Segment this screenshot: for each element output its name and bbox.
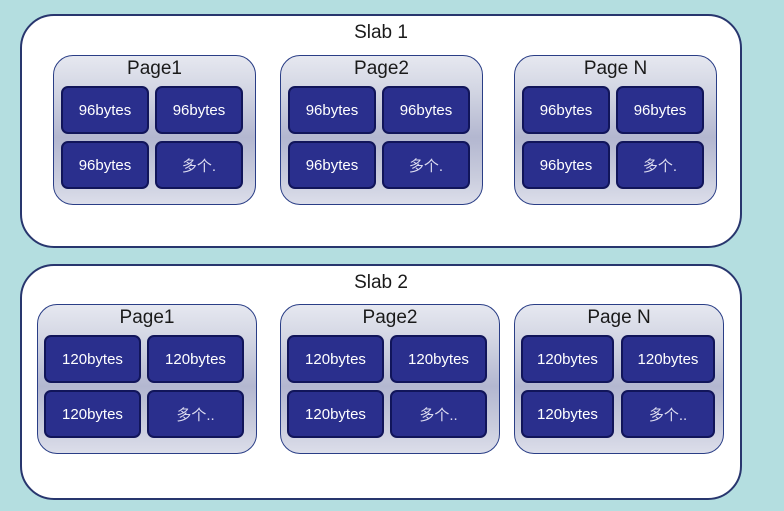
more-chunks-label: 多个. bbox=[382, 141, 470, 189]
page-title: Page N bbox=[587, 307, 651, 328]
memory-chunk: 96bytes bbox=[288, 141, 376, 189]
memory-chunk: 120bytes bbox=[287, 335, 384, 383]
slab-1-page-1: Page1 96bytes 96bytes 96bytes 多个. bbox=[53, 55, 256, 205]
page-title: Page2 bbox=[362, 307, 418, 328]
slab-2-page-2: Page2 120bytes 120bytes 120bytes 多个.. bbox=[280, 304, 500, 454]
slab-2-page-n: Page N 120bytes 120bytes 120bytes 多个.. bbox=[514, 304, 724, 454]
memory-chunk: 120bytes bbox=[521, 390, 614, 438]
memory-chunk: 96bytes bbox=[522, 141, 610, 189]
memory-chunk: 96bytes bbox=[288, 86, 376, 134]
slab-1-page-n: Page N 96bytes 96bytes 96bytes 多个. bbox=[514, 55, 717, 205]
more-chunks-label: 多个.. bbox=[390, 390, 487, 438]
memory-chunk: 96bytes bbox=[61, 86, 149, 134]
page-title: Page1 bbox=[119, 307, 175, 328]
memory-chunk: 96bytes bbox=[382, 86, 470, 134]
slab-2: Slab 2 Page1 120bytes 120bytes 120bytes … bbox=[20, 264, 742, 500]
more-chunks-label: 多个.. bbox=[621, 390, 715, 438]
slab-1: Slab 1 Page1 96bytes 96bytes 96bytes 多个.… bbox=[20, 14, 742, 248]
page-title: Page N bbox=[583, 58, 648, 79]
memory-chunk: 120bytes bbox=[44, 390, 141, 438]
memory-chunk: 96bytes bbox=[155, 86, 243, 134]
more-chunks-label: 多个. bbox=[155, 141, 243, 189]
memory-chunk: 96bytes bbox=[522, 86, 610, 134]
slab-1-page-2: Page2 96bytes 96bytes 96bytes 多个. bbox=[280, 55, 483, 205]
memory-chunk: 120bytes bbox=[147, 335, 244, 383]
more-chunks-label: 多个. bbox=[616, 141, 704, 189]
memory-chunk: 120bytes bbox=[44, 335, 141, 383]
memory-chunk: 120bytes bbox=[521, 335, 614, 383]
slab-2-page-1: Page1 120bytes 120bytes 120bytes 多个.. bbox=[37, 304, 257, 454]
more-chunks-label: 多个.. bbox=[147, 390, 244, 438]
memory-chunk: 120bytes bbox=[287, 390, 384, 438]
page-title: Page2 bbox=[354, 58, 409, 79]
slab-title: Slab 2 bbox=[354, 272, 408, 293]
page-title: Page1 bbox=[127, 58, 182, 79]
memory-chunk: 120bytes bbox=[621, 335, 715, 383]
memory-chunk: 96bytes bbox=[616, 86, 704, 134]
slab-title: Slab 1 bbox=[354, 22, 408, 43]
memory-chunk: 96bytes bbox=[61, 141, 149, 189]
memory-chunk: 120bytes bbox=[390, 335, 487, 383]
